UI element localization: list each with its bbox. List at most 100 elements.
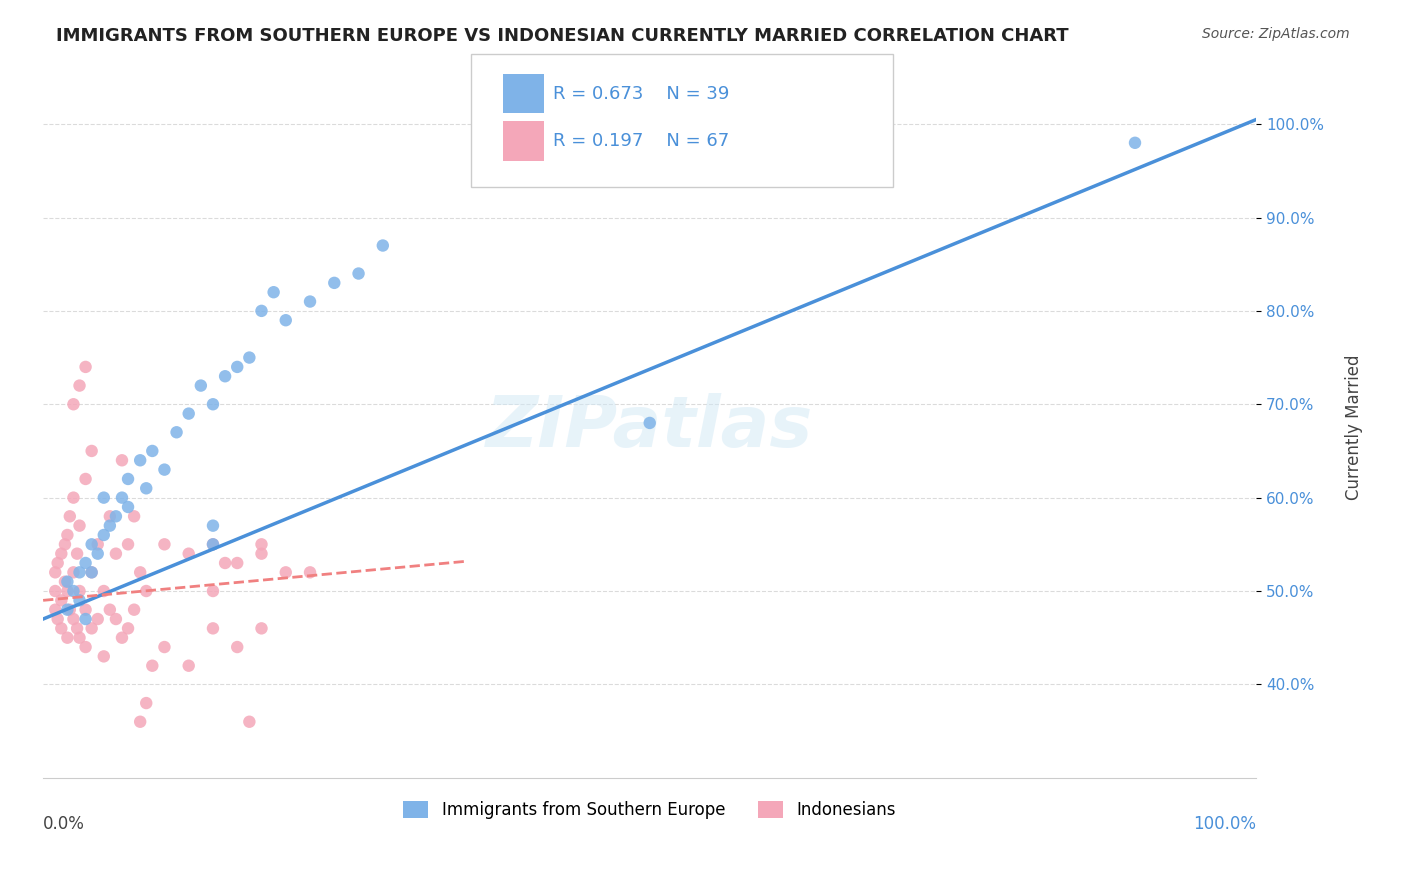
Point — [80, 537, 103, 551]
Point — [69, 518, 91, 533]
Point — [323, 276, 346, 290]
Point — [104, 612, 127, 626]
Point — [201, 584, 224, 599]
Point — [263, 285, 285, 300]
Point — [59, 509, 82, 524]
Point — [62, 612, 84, 626]
Point — [98, 603, 121, 617]
Point — [59, 603, 82, 617]
Point — [135, 696, 157, 710]
Point — [44, 584, 66, 599]
Point — [80, 566, 103, 580]
Point — [111, 453, 134, 467]
Point — [214, 369, 236, 384]
Point — [1123, 136, 1146, 150]
Point — [226, 556, 249, 570]
Point — [250, 621, 273, 635]
Point — [135, 481, 157, 495]
Point — [69, 593, 91, 607]
Point — [69, 378, 91, 392]
Point — [69, 631, 91, 645]
Point — [250, 537, 273, 551]
Point — [75, 556, 97, 570]
Point — [69, 566, 91, 580]
Point — [274, 313, 297, 327]
Point — [80, 621, 103, 635]
Point — [177, 547, 200, 561]
Point — [75, 472, 97, 486]
Point — [153, 537, 176, 551]
Point — [56, 528, 79, 542]
Point — [250, 304, 273, 318]
Point — [141, 658, 163, 673]
Point — [371, 238, 394, 252]
Point — [104, 509, 127, 524]
Point — [93, 528, 115, 542]
Legend: Immigrants from Southern Europe, Indonesians: Immigrants from Southern Europe, Indones… — [396, 794, 903, 825]
Point — [62, 584, 84, 599]
Point — [117, 472, 139, 486]
Point — [201, 518, 224, 533]
Point — [75, 612, 97, 626]
Point — [111, 491, 134, 505]
Point — [238, 351, 260, 365]
Point — [117, 500, 139, 514]
Point — [80, 566, 103, 580]
Point — [177, 658, 200, 673]
Point — [299, 294, 322, 309]
Point — [93, 491, 115, 505]
Point — [111, 631, 134, 645]
Point — [46, 612, 69, 626]
Point — [638, 416, 661, 430]
Point — [75, 640, 97, 654]
Text: R = 0.197    N = 67: R = 0.197 N = 67 — [553, 132, 728, 150]
Point — [129, 453, 152, 467]
Point — [177, 407, 200, 421]
Point — [153, 462, 176, 476]
Point — [226, 640, 249, 654]
Point — [299, 566, 322, 580]
Point — [53, 574, 76, 589]
Point — [117, 537, 139, 551]
Point — [56, 631, 79, 645]
Point — [80, 444, 103, 458]
Point — [56, 574, 79, 589]
Point — [347, 267, 370, 281]
Point — [214, 556, 236, 570]
Point — [51, 547, 73, 561]
Point — [66, 621, 89, 635]
Point — [56, 603, 79, 617]
Point — [69, 584, 91, 599]
Point — [98, 518, 121, 533]
Y-axis label: Currently Married: Currently Married — [1346, 355, 1362, 500]
Point — [93, 584, 115, 599]
Point — [122, 509, 145, 524]
Point — [75, 359, 97, 374]
Point — [135, 584, 157, 599]
Point — [122, 603, 145, 617]
Point — [86, 537, 108, 551]
Point — [86, 547, 108, 561]
Point — [53, 537, 76, 551]
Text: IMMIGRANTS FROM SOUTHERN EUROPE VS INDONESIAN CURRENTLY MARRIED CORRELATION CHAR: IMMIGRANTS FROM SOUTHERN EUROPE VS INDON… — [56, 27, 1069, 45]
Point — [190, 378, 212, 392]
Text: 100.0%: 100.0% — [1194, 815, 1257, 833]
Point — [201, 621, 224, 635]
Point — [201, 537, 224, 551]
Text: Source: ZipAtlas.com: Source: ZipAtlas.com — [1202, 27, 1350, 41]
Point — [129, 566, 152, 580]
Point — [44, 566, 66, 580]
Text: 0.0%: 0.0% — [44, 815, 84, 833]
Point — [66, 547, 89, 561]
Point — [75, 603, 97, 617]
Point — [166, 425, 188, 440]
Point — [62, 566, 84, 580]
Point — [98, 509, 121, 524]
Point — [141, 444, 163, 458]
Point — [274, 566, 297, 580]
Point — [62, 491, 84, 505]
Point — [62, 397, 84, 411]
Point — [86, 612, 108, 626]
Point — [250, 547, 273, 561]
Point — [117, 621, 139, 635]
